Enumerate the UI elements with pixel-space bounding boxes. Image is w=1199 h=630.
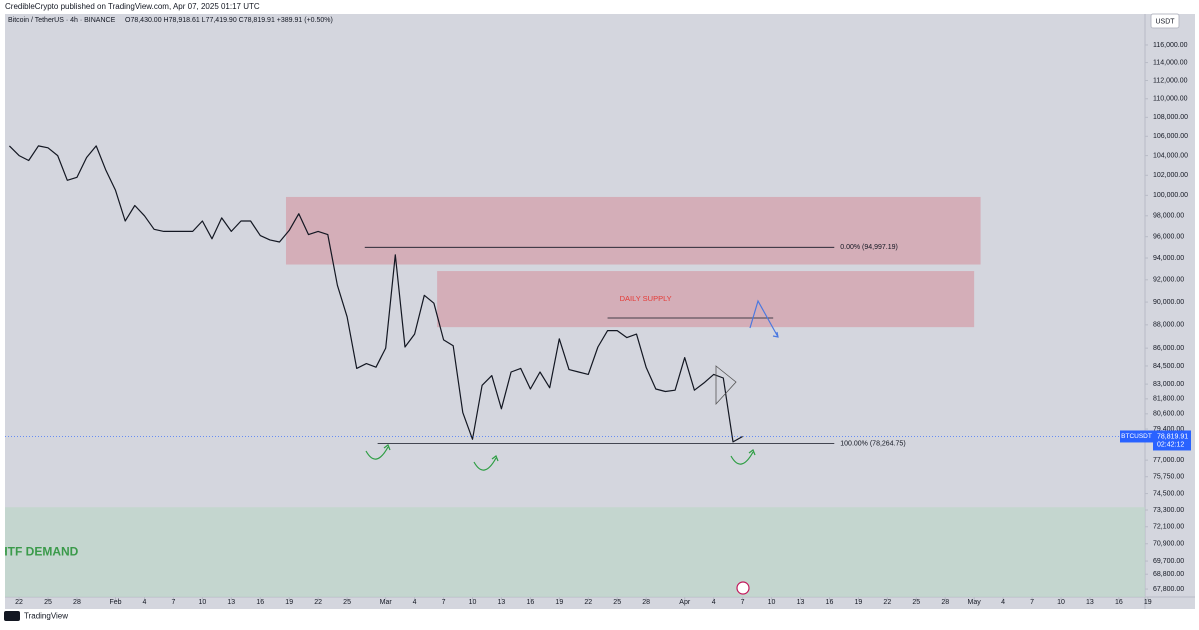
x-tick-label: 16 xyxy=(1115,599,1123,606)
x-tick-label: 4 xyxy=(1001,599,1005,606)
y-tick-label: 102,000.00 xyxy=(1153,172,1188,179)
symbol-tag xyxy=(1120,430,1153,443)
annotations xyxy=(365,299,779,595)
event-icon[interactable] xyxy=(736,581,750,595)
x-tick-label: 16 xyxy=(526,599,534,606)
ohlc: O78,430.00 H78,918.61 L77,419.90 C78,819… xyxy=(125,17,333,24)
x-tick-label: 7 xyxy=(171,599,175,606)
countdown: 02:42:12 xyxy=(1157,441,1184,448)
triangle xyxy=(715,365,737,406)
y-tick-label: 69,700.00 xyxy=(1153,558,1184,565)
zone xyxy=(285,196,981,265)
x-tick-label: 7 xyxy=(1030,599,1034,606)
y-tick-label: 84,500.00 xyxy=(1153,363,1184,370)
y-tick-label: 104,000.00 xyxy=(1153,152,1188,159)
y-tick-label: 83,000.00 xyxy=(1153,381,1184,388)
y-tick-label: 75,750.00 xyxy=(1153,474,1184,481)
fib-label: 0.00% (94,997.19) xyxy=(840,244,898,251)
y-tick-label: 116,000.00 xyxy=(1153,42,1188,49)
x-tick-label: 25 xyxy=(343,599,351,606)
y-tick-label: 88,000.00 xyxy=(1153,322,1184,329)
x-tick-label: 4 xyxy=(413,599,417,606)
x-tick-label: 25 xyxy=(44,599,52,606)
y-tick-label: 94,000.00 xyxy=(1153,255,1184,262)
zone-label: HTF DEMAND xyxy=(0,544,79,558)
x-tick-label: 25 xyxy=(912,599,920,606)
y-tick-label: 77,000.00 xyxy=(1153,457,1184,464)
price-line xyxy=(8,145,743,443)
x-tick-label: Apr xyxy=(679,599,691,606)
y-tick-label: 106,000.00 xyxy=(1153,133,1188,140)
x-tick-label: Feb xyxy=(110,599,122,606)
x-tick-label: 7 xyxy=(741,599,745,606)
y-tick-label: 80,600.00 xyxy=(1153,411,1184,418)
publisher: CredibleCrypto published on TradingView.… xyxy=(5,2,260,11)
symbol-title: Bitcoin / TetherUS · 4h · BINANCE xyxy=(8,17,116,24)
x-tick-label: 22 xyxy=(15,599,23,606)
logo xyxy=(4,611,20,621)
price-label: 78,819.91 xyxy=(1157,433,1188,440)
y-tick-label: 90,000.00 xyxy=(1153,299,1184,306)
x-tick-label: 4 xyxy=(143,599,147,606)
curve-arrow xyxy=(365,444,391,460)
y-tick-label: 70,900.00 xyxy=(1153,541,1184,548)
x-tick-label: 10 xyxy=(1057,599,1065,606)
zone xyxy=(437,271,975,328)
x-tick-label: 19 xyxy=(854,599,862,606)
x-tick-label: 22 xyxy=(584,599,592,606)
y-tick-label: 100,000.00 xyxy=(1153,192,1188,199)
curve-arrow xyxy=(730,449,756,465)
x-tick-label: 28 xyxy=(73,599,81,606)
x-tick-label: 16 xyxy=(826,599,834,606)
x-tick-label: 16 xyxy=(256,599,264,606)
y-tick-label: 79,400.00 xyxy=(1153,426,1184,433)
y-tick-label: 114,000.00 xyxy=(1153,59,1188,66)
y-tick-label: 110,000.00 xyxy=(1153,96,1188,103)
curve-arrow xyxy=(473,455,499,471)
y-tick-label: 98,000.00 xyxy=(1153,213,1184,220)
zone xyxy=(5,507,1145,597)
x-tick-label: 22 xyxy=(883,599,891,606)
x-tick-label: 19 xyxy=(285,599,293,606)
y-tick-label: 81,800.00 xyxy=(1153,396,1184,403)
x-tick-label: 19 xyxy=(1144,599,1152,606)
y-tick-label: 108,000.00 xyxy=(1153,114,1188,121)
fib-label: 100.00% (78,264.75) xyxy=(840,440,905,447)
zone-label: DAILY SUPPLY xyxy=(620,294,672,303)
x-tick-label: 22 xyxy=(314,599,322,606)
x-tick-label: 28 xyxy=(941,599,949,606)
y-tick-label: 74,500.00 xyxy=(1153,490,1184,497)
y-tick-label: 92,000.00 xyxy=(1153,277,1184,284)
x-tick-label: 13 xyxy=(227,599,235,606)
x-tick-label: 10 xyxy=(768,599,776,606)
x-tick-label: May xyxy=(968,599,982,606)
x-tick-label: 7 xyxy=(442,599,446,606)
y-tick-label: 67,800.00 xyxy=(1153,586,1184,593)
footer-brand: TradingView xyxy=(24,612,68,621)
x-tick-label: 13 xyxy=(1086,599,1094,606)
footer: TradingView xyxy=(4,611,68,621)
x-tick-label: 28 xyxy=(642,599,650,606)
y-tick-label: 72,100.00 xyxy=(1153,524,1184,531)
y-tick-label: 86,000.00 xyxy=(1153,345,1184,352)
symbol-label: BTCUSDT xyxy=(1121,433,1152,440)
x-tick-label: 10 xyxy=(198,599,206,606)
x-tick-label: 13 xyxy=(498,599,506,606)
y-tick-label: 73,300.00 xyxy=(1153,507,1184,514)
y-tick-label: 112,000.00 xyxy=(1153,77,1188,84)
price-tag xyxy=(1153,430,1191,451)
currency: USDT xyxy=(1155,18,1175,25)
x-tick-label: 25 xyxy=(613,599,621,606)
x-tick-label: 19 xyxy=(555,599,563,606)
currency-box[interactable] xyxy=(1150,13,1180,29)
plot: DAILY SUPPLY HTF DEMAND 0.00% (94,997.19) 1… xyxy=(0,145,1145,597)
x-tick-label: 13 xyxy=(797,599,805,606)
x-tick-label: Mar xyxy=(380,599,393,606)
y-tick-label: 68,800.00 xyxy=(1153,571,1184,578)
x-tick-label: 10 xyxy=(469,599,477,606)
x-tick-label: 4 xyxy=(712,599,716,606)
y-tick-label: 96,000.00 xyxy=(1153,234,1184,241)
path-arrow xyxy=(749,299,779,338)
